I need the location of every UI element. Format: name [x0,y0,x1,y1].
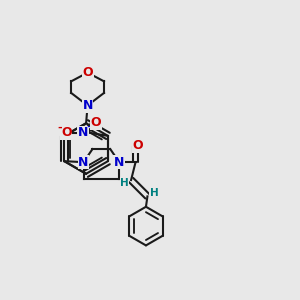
Text: H: H [150,188,158,198]
Text: -: - [58,123,62,133]
Text: O: O [61,126,72,140]
Text: +: + [86,122,93,131]
Text: O: O [82,66,93,79]
Text: O: O [133,139,143,152]
Text: O: O [91,116,101,129]
Text: H: H [120,178,129,188]
Text: N: N [78,156,89,169]
Text: N: N [114,156,124,169]
Text: N: N [77,126,88,140]
Text: N: N [82,99,93,112]
